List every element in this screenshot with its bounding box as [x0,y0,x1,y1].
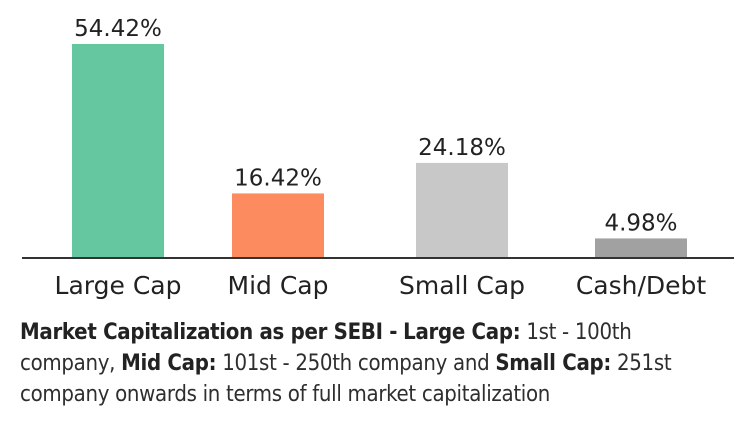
value-label: 54.42% [74,16,162,42]
small-cap-term: Small Cap: [495,351,611,376]
bar-mid-cap [232,193,324,258]
bar-chart: 54.42% Large Cap 16.42% Mid Cap 24.18% Small … [22,16,734,300]
small-cap-definition: 251st company onwards in terms of full m… [20,351,672,407]
bars-group [72,44,687,258]
value-label: 16.42% [234,165,322,191]
large-cap-definition: 1st - 100th company, [20,320,632,376]
bar-cash-debt [595,238,687,258]
market-cap-definition-note: Market Capitalization as per SEBI - Larg… [20,317,732,410]
bar-large-cap [72,44,164,258]
labels-group: 54.42% Large Cap 16.42% Mid Cap 24.18% Small … [55,16,707,300]
large-cap-term: Large Cap: [403,320,521,345]
value-label: 4.98% [604,210,677,236]
category-label: Small Cap [399,271,525,300]
category-label: Mid Cap [228,271,329,300]
category-label: Cash/Debt [576,271,707,300]
mid-cap-definition: 101st - 250th company and [222,351,490,376]
mid-cap-term: Mid Cap: [121,351,217,376]
note-heading: Market Capitalization as per SEBI - [20,320,398,345]
category-label: Large Cap [55,271,182,300]
bar-small-cap [416,162,508,258]
value-label: 24.18% [418,135,506,161]
